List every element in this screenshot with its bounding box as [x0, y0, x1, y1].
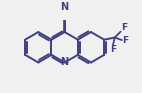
Text: N: N — [61, 57, 69, 67]
Text: N: N — [61, 2, 69, 12]
Text: F: F — [110, 45, 116, 54]
Text: F: F — [122, 36, 128, 45]
Text: F: F — [121, 23, 127, 32]
